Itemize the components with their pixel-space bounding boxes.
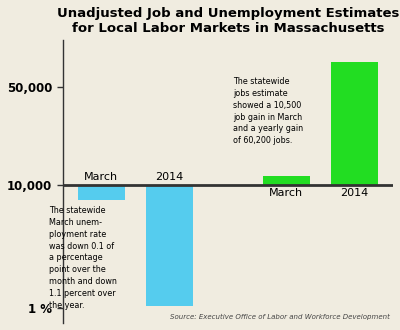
Text: The statewide
jobs estimate
showed a 10,500
job gain in March
and a yearly gain
: The statewide jobs estimate showed a 10,… <box>233 77 303 145</box>
Text: March: March <box>84 172 118 182</box>
Bar <box>146 185 193 306</box>
Bar <box>263 176 310 185</box>
Title: Unadjusted Job and Unemployment Estimates
for Local Labor Markets in Massachuset: Unadjusted Job and Unemployment Estimate… <box>57 7 399 35</box>
Text: March: March <box>269 188 304 198</box>
Bar <box>78 185 124 200</box>
Text: 2014: 2014 <box>340 188 369 198</box>
Text: 2014: 2014 <box>155 172 184 182</box>
Text: Source: Executive Office of Labor and Workforce Development: Source: Executive Office of Labor and Wo… <box>170 314 390 320</box>
Bar <box>331 62 378 185</box>
Text: The statewide
March unem-
ployment rate
was down 0.1 of
a percentage
point over : The statewide March unem- ployment rate … <box>50 206 117 310</box>
